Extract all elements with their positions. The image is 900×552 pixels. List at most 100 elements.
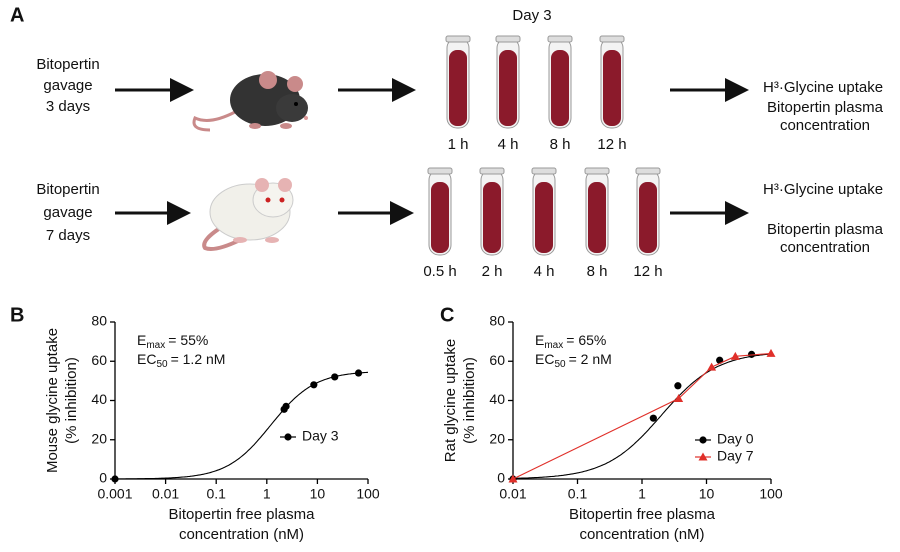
- treatment-label: gavage: [43, 77, 92, 94]
- readout-label: concentration: [780, 117, 870, 134]
- annotation: Emax = 65%: [535, 332, 606, 351]
- point: [766, 348, 776, 357]
- point: [331, 373, 339, 381]
- legend-marker: [699, 436, 707, 444]
- y-tick-label: 20: [91, 430, 107, 446]
- treatment-label: Bitopertin: [36, 56, 99, 73]
- point: [747, 350, 756, 358]
- y-axis-label: (% inhibition): [461, 357, 478, 444]
- time-label: 12 h: [597, 136, 626, 153]
- point: [707, 362, 717, 371]
- x-axis-label: concentration (nM): [179, 526, 304, 543]
- y-axis-label: Mouse glycine uptake: [44, 328, 61, 473]
- time-label: 4 h: [534, 263, 555, 280]
- readout-label: Bitopertin plasma: [767, 221, 884, 238]
- annotation-subscript: 50: [554, 359, 566, 370]
- point: [730, 351, 740, 360]
- y-tick-label: 40: [489, 391, 505, 407]
- x-tick-label: 0.01: [152, 486, 179, 502]
- legend-label: Day 0: [717, 431, 754, 447]
- time-label: 4 h: [498, 136, 519, 153]
- y-tick-label: 80: [489, 313, 505, 329]
- y-tick-label: 60: [489, 352, 505, 368]
- x-tick-label: 10: [310, 486, 326, 502]
- readout-label: H³·Glycine uptake: [763, 181, 883, 198]
- annotation: EC50 = 1.2 nM: [137, 351, 225, 370]
- y-tick-label: 20: [489, 430, 505, 446]
- treatment-label: 3 days: [46, 98, 90, 115]
- x-tick-label: 10: [699, 486, 715, 502]
- blood: [483, 182, 501, 253]
- x-tick-label: 100: [356, 486, 380, 502]
- point: [354, 369, 363, 377]
- x-tick-label: 0.01: [499, 486, 526, 502]
- y-tick-label: 0: [497, 470, 505, 486]
- day-label: Day 3: [512, 7, 551, 24]
- treatment-label: gavage: [43, 204, 92, 221]
- legend-label: Day 3: [302, 428, 339, 444]
- tube-rim: [427, 167, 453, 175]
- arrows: [115, 78, 749, 225]
- panel-a: Bitopertin gavage 3 days 1 h 4 h 8 h 12 h H³·Gl…: [36, 35, 884, 280]
- x-tick-label: 0.1: [206, 486, 226, 502]
- readout-label: concentration: [780, 239, 870, 256]
- annotation-subscript: 50: [156, 359, 168, 370]
- annotation-symbol: EC: [137, 351, 156, 367]
- tube-rim: [599, 35, 625, 43]
- annotation-value: = 1.2 nM: [171, 351, 226, 367]
- fit-curve: [512, 353, 772, 479]
- y-axis-label: Rat glycine uptake: [442, 339, 459, 462]
- x-tick-label: 1: [638, 486, 646, 502]
- x-axis-label: Bitopertin free plasma: [169, 506, 316, 523]
- treatment-label: 7 days: [46, 227, 90, 244]
- legend-label: Day 7: [717, 448, 754, 464]
- time-label: 2 h: [482, 263, 503, 280]
- y-tick-label: 80: [91, 313, 107, 329]
- annotation: EC50 = 2 nM: [535, 351, 612, 370]
- point: [674, 394, 684, 403]
- point: [649, 414, 657, 422]
- legend-marker: [284, 433, 292, 441]
- point: [674, 382, 682, 390]
- point: [310, 381, 318, 389]
- annotation-value: = 65%: [566, 332, 606, 348]
- blood: [603, 50, 621, 126]
- tube-rim: [531, 167, 557, 175]
- tube-rim: [495, 35, 521, 43]
- panel-label: A: [10, 4, 24, 26]
- x-tick-label: 100: [759, 486, 783, 502]
- white-rat: [202, 178, 294, 251]
- blood: [499, 50, 517, 126]
- blood: [551, 50, 569, 126]
- annotation-symbol: E: [137, 332, 146, 348]
- point: [111, 475, 119, 483]
- annotation-value: = 2 nM: [569, 351, 612, 367]
- blood: [639, 182, 657, 253]
- readout-label: Bitopertin plasma: [767, 99, 884, 116]
- black-mouse: [192, 71, 308, 132]
- readout-label: H³·Glycine uptake: [763, 79, 883, 96]
- y-tick-label: 40: [91, 391, 107, 407]
- x-tick-label: 0.1: [568, 486, 588, 502]
- legend-marker: [698, 452, 708, 461]
- x-tick-label: 0.001: [97, 486, 132, 502]
- tube-rim: [635, 167, 661, 175]
- time-label: 12 h: [633, 263, 662, 280]
- tube-rim: [445, 35, 471, 43]
- x-axis-label: Bitopertin free plasma: [569, 506, 716, 523]
- time-label: 0.5 h: [423, 263, 456, 280]
- time-label: 8 h: [587, 263, 608, 280]
- point: [282, 402, 290, 410]
- tube-rim: [479, 167, 505, 175]
- tube-rim: [547, 35, 573, 43]
- annotation-value: = 55%: [168, 332, 208, 348]
- fit-curve: [115, 371, 369, 480]
- time-label: 8 h: [550, 136, 571, 153]
- panel-label: C: [440, 304, 454, 326]
- blood: [535, 182, 553, 253]
- treatment-label: Bitopertin: [36, 181, 99, 198]
- annotation-subscript: max: [146, 340, 165, 351]
- blood: [588, 182, 606, 253]
- annotation-subscript: max: [544, 340, 563, 351]
